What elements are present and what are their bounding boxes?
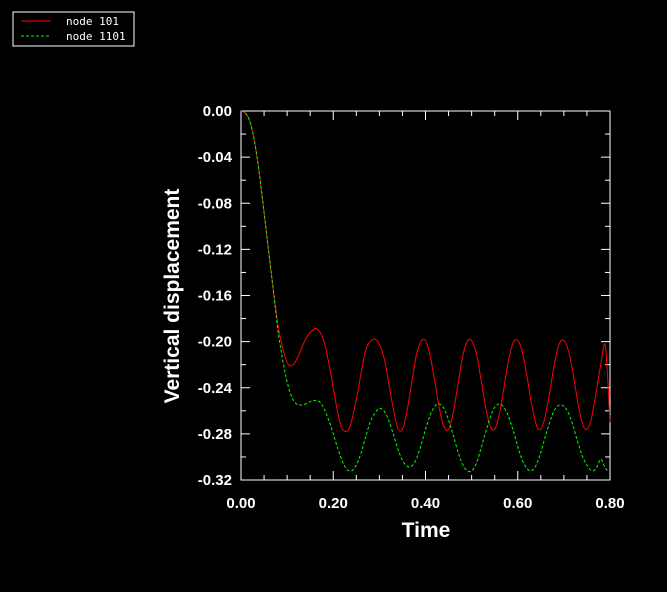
x-tick-label: 0.20 (319, 495, 348, 512)
x-tick-labels: 0.00 0.20 0.40 0.60 0.80 (226, 495, 624, 512)
y-tick-label: -0.08 (198, 195, 232, 212)
x-axis-title: Time (402, 519, 451, 542)
y-tick-label: 0.00 (203, 103, 232, 120)
legend: node 101 node 1101 (12, 11, 135, 47)
y-tick-label: -0.16 (198, 288, 232, 305)
series-lines (240, 110, 611, 473)
y-tick-label: -0.20 (198, 334, 232, 351)
series-line-node-101 (240, 110, 611, 432)
x-tick-label: 0.40 (411, 495, 440, 512)
x-tick-label: 0.00 (226, 495, 255, 512)
y-axis-title: Vertical displacement (161, 189, 184, 404)
y-tick-labels: 0.00 -0.04 -0.08 -0.12 -0.16 -0.20 -0.24 -0.28 -… (198, 103, 233, 489)
axis-ticks (240, 110, 611, 481)
y-tick-label: -0.12 (198, 241, 232, 258)
plot-area: 0.00 0.20 0.40 0.60 0.80 0.00 -0.04 -0.08 -0.12… (198, 103, 625, 512)
y-tick-label: -0.24 (198, 380, 233, 397)
legend-box (12, 11, 135, 47)
x-tick-label: 0.60 (503, 495, 532, 512)
legend-label-node-1101: node 1101 (66, 30, 126, 43)
y-tick-label: -0.32 (198, 472, 232, 489)
x-tick-label: 0.80 (595, 495, 624, 512)
legend-label-node-101: node 101 (66, 15, 119, 28)
y-tick-label: -0.28 (198, 426, 232, 443)
y-tick-label: -0.04 (198, 149, 233, 166)
